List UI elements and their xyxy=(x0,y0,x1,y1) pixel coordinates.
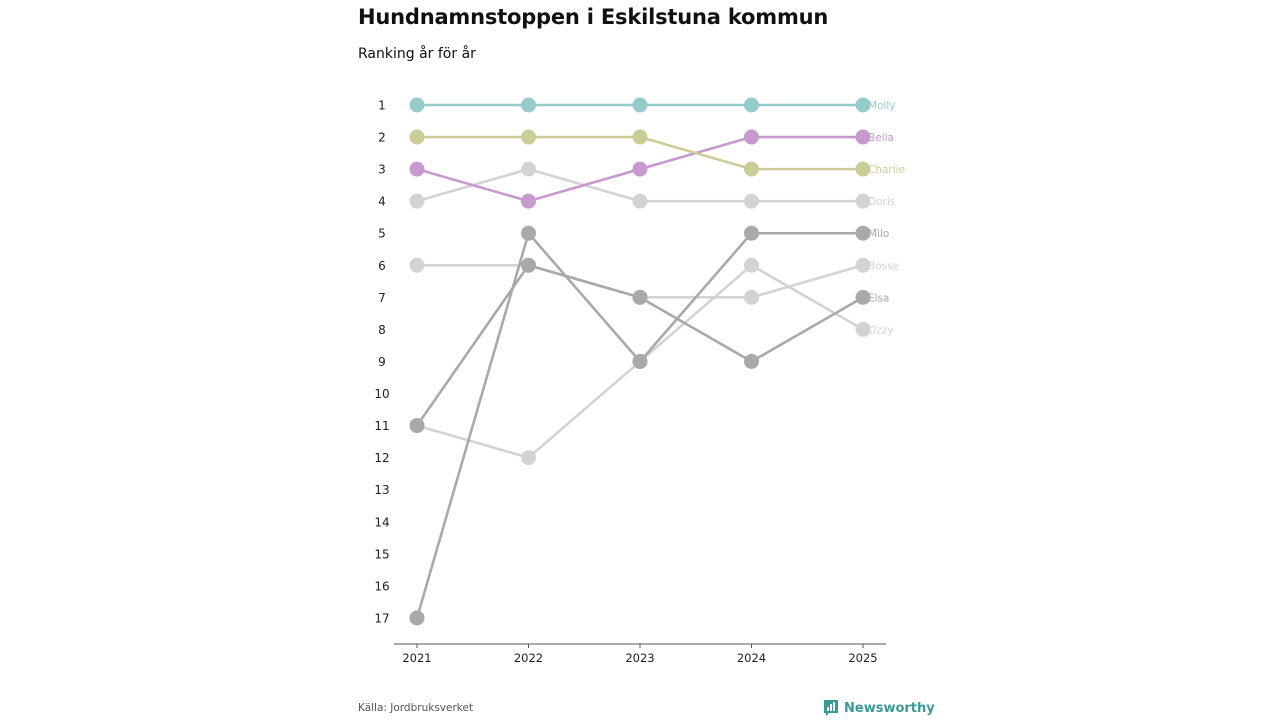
brand-name: Newsworthy xyxy=(844,700,935,716)
data-point-charlie xyxy=(409,129,425,145)
data-point-molly xyxy=(744,97,759,113)
y-tick-label: 15 xyxy=(374,547,389,561)
y-tick-label: 17 xyxy=(374,611,389,625)
series-label-charlie: Charlie xyxy=(868,164,905,176)
y-tick-label: 7 xyxy=(378,291,386,305)
data-point-charlie xyxy=(855,161,871,177)
x-tick-label: 2024 xyxy=(737,651,766,665)
chart-title: Hundnamnstoppen i Eskilstuna kommun xyxy=(358,5,829,29)
y-tick-label: 10 xyxy=(374,387,389,401)
series-label-milo: Milo xyxy=(868,228,889,240)
data-point-milo xyxy=(744,225,759,241)
data-point-bosse xyxy=(744,289,759,305)
data-point-bosse xyxy=(855,257,871,273)
data-point-bella xyxy=(409,161,425,177)
data-point-doris xyxy=(744,193,759,209)
data-point-elsa xyxy=(855,289,871,305)
data-point-elsa xyxy=(744,353,759,369)
x-tick-label: 2023 xyxy=(625,651,654,665)
series-label-molly: Molly xyxy=(868,100,896,112)
chart-subtitle: Ranking år för år xyxy=(358,46,476,62)
data-point-doris xyxy=(632,193,648,209)
data-point-bella xyxy=(521,193,536,209)
data-point-molly xyxy=(521,97,536,113)
series-label-bella: Bella xyxy=(868,132,894,144)
series-label-doris: Doris xyxy=(868,196,895,208)
source-note: Källa: Jordbruksverket xyxy=(358,702,474,714)
data-point-ozzy xyxy=(855,321,871,337)
data-point-molly xyxy=(632,97,648,113)
y-tick-label: 6 xyxy=(378,259,386,273)
data-point-charlie xyxy=(744,161,759,177)
data-point-molly xyxy=(855,97,871,113)
series-line-elsa xyxy=(415,263,864,427)
data-point-elsa xyxy=(409,418,425,434)
series-label-ozzy: Ozzy xyxy=(868,324,894,336)
data-point-doris xyxy=(409,193,425,209)
series-label-elsa: Elsa xyxy=(868,292,889,304)
data-point-elsa xyxy=(632,289,648,305)
data-point-doris xyxy=(521,161,536,177)
data-point-charlie xyxy=(632,129,648,145)
y-tick-label: 4 xyxy=(378,195,386,209)
y-tick-label: 3 xyxy=(378,163,386,177)
data-point-milo xyxy=(632,353,648,369)
data-point-milo xyxy=(409,610,425,626)
data-point-charlie xyxy=(521,129,536,145)
data-point-ozzy xyxy=(521,450,536,466)
data-point-ozzy xyxy=(744,257,759,273)
y-tick-label: 12 xyxy=(374,451,389,465)
y-tick-label: 2 xyxy=(378,131,386,145)
data-point-molly xyxy=(409,97,425,113)
bar-chart-icon xyxy=(824,700,838,716)
y-tick-label: 9 xyxy=(378,355,386,369)
x-tick-label: 2021 xyxy=(402,651,431,665)
y-tick-label: 14 xyxy=(374,515,389,529)
data-point-milo xyxy=(855,225,871,241)
data-point-bella xyxy=(744,129,759,145)
data-point-bella xyxy=(855,129,871,145)
y-tick-label: 5 xyxy=(378,227,386,241)
data-point-elsa xyxy=(521,257,536,273)
data-point-bella xyxy=(632,161,648,177)
data-point-milo xyxy=(521,225,536,241)
y-tick-label: 8 xyxy=(378,323,386,337)
y-tick-label: 16 xyxy=(374,579,389,593)
x-tick-label: 2022 xyxy=(514,651,543,665)
data-point-doris xyxy=(855,193,871,209)
data-point-bosse xyxy=(409,257,425,273)
x-tick-label: 2025 xyxy=(848,651,877,665)
series-label-bosse: Bosse xyxy=(868,260,899,272)
y-tick-label: 13 xyxy=(374,483,389,497)
y-tick-label: 1 xyxy=(378,99,386,113)
y-tick-label: 11 xyxy=(374,419,389,433)
brand-logo: Newsworthy xyxy=(823,699,935,717)
